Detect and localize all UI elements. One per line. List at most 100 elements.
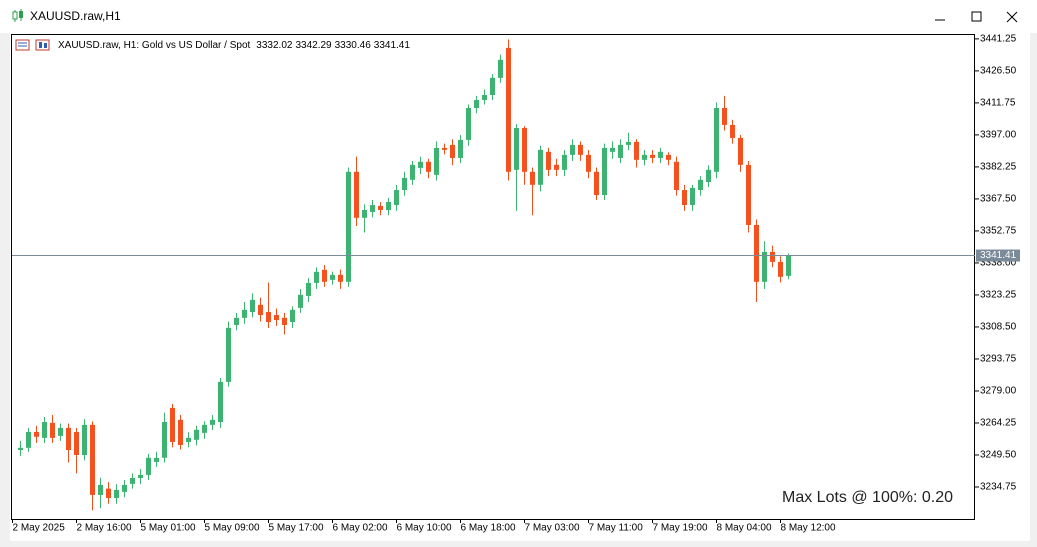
candle-body	[210, 419, 215, 425]
y-tick-label: 3441.25	[980, 34, 1017, 45]
candle-body	[58, 427, 63, 436]
candle-body	[42, 422, 47, 438]
candle-body	[514, 127, 519, 170]
maximize-button[interactable]	[971, 11, 982, 22]
header-open: 3332.02	[256, 40, 293, 51]
candle-body	[618, 144, 623, 158]
symbol-info: XAUUSD.raw, H1: Gold vs US Dollar / Spot	[58, 40, 251, 51]
candle-body	[354, 171, 359, 218]
candle-body	[330, 274, 335, 280]
candle-body	[778, 261, 783, 277]
candle-body	[658, 151, 663, 158]
candle-body	[26, 431, 31, 448]
header-close: 3341.41	[374, 40, 411, 51]
candle-body	[426, 161, 431, 172]
candle-body	[674, 161, 679, 191]
last-price-label: 3341.41	[980, 250, 1017, 261]
symbol-header: XAUUSD.raw, H1: Gold vs US Dollar / Spot…	[58, 40, 410, 51]
candle-body	[666, 154, 671, 160]
candle-body	[82, 424, 87, 455]
candle-body	[530, 171, 535, 185]
x-tick-label: 8 May 04:00	[717, 523, 772, 534]
candle-body	[106, 488, 111, 498]
annotation: Max Lots @ 100%: 0.20	[782, 489, 953, 506]
y-tick-label: 3352.75	[980, 226, 1017, 237]
candle-body	[394, 190, 399, 205]
candle-body	[706, 169, 711, 182]
close-button[interactable]	[1006, 11, 1018, 23]
y-tick-label: 3367.50	[980, 194, 1017, 205]
candle-body	[18, 447, 23, 450]
candle-body	[138, 474, 143, 478]
candle-body	[226, 327, 231, 382]
candle-body	[522, 127, 527, 172]
candle-body	[498, 59, 503, 78]
candle-body	[738, 137, 743, 165]
y-tick-label: 3234.75	[980, 482, 1017, 493]
x-tick-label: 6 May 10:00	[397, 523, 452, 534]
candle-body	[442, 147, 447, 150]
candle-body	[362, 209, 367, 218]
candle-body	[634, 141, 639, 160]
candle-body	[570, 144, 575, 155]
candle-body	[170, 407, 175, 442]
candle-body	[266, 311, 271, 322]
candle-body	[402, 177, 407, 191]
candle-body	[730, 124, 735, 138]
candle-body	[306, 282, 311, 296]
candle-body	[410, 164, 415, 180]
candle-body	[274, 315, 279, 321]
candle-body	[722, 107, 727, 125]
candle-body	[74, 431, 79, 455]
candle-body	[130, 477, 135, 484]
candle-body	[450, 144, 455, 158]
candle-body	[298, 294, 303, 308]
candle-body	[178, 419, 183, 446]
x-tick-label: 5 May 17:00	[269, 523, 324, 534]
candle-body	[370, 204, 375, 212]
y-tick-label: 3323.25	[980, 290, 1017, 301]
candle-body	[146, 457, 151, 475]
candle-body	[490, 77, 495, 95]
candle-body	[338, 274, 343, 282]
candle-body	[698, 179, 703, 191]
candle-body	[562, 154, 567, 170]
candle-body	[98, 484, 103, 495]
candle-body	[554, 164, 559, 170]
candle-body	[314, 271, 319, 283]
candle-body	[122, 484, 127, 492]
candle-body	[202, 424, 207, 433]
candle-body	[586, 154, 591, 172]
candle-body	[154, 457, 159, 462]
x-tick-label: 7 May 03:00	[525, 523, 580, 534]
last-price-box	[976, 249, 1020, 262]
x-tick-label: 2 May 2025	[13, 523, 66, 534]
y-tick-label: 3397.00	[980, 130, 1017, 141]
plot-frame	[11, 34, 975, 520]
x-tick-label: 6 May 18:00	[461, 523, 516, 534]
y-tick-label: 3426.50	[980, 66, 1017, 77]
y-tick-label: 3308.50	[980, 322, 1017, 333]
candle-body	[186, 437, 191, 442]
y-tick-label: 3264.25	[980, 418, 1017, 429]
candle-body	[114, 489, 119, 498]
header-low: 3330.46	[335, 40, 372, 51]
y-tick-label: 3382.25	[980, 162, 1017, 173]
candle-body	[506, 47, 511, 172]
candle-body	[162, 422, 167, 458]
candle-body	[258, 304, 263, 316]
x-tick-label: 5 May 09:00	[205, 523, 260, 534]
candle-body	[714, 107, 719, 172]
window-title: XAUUSD.raw,H1	[30, 9, 121, 23]
candle-body	[690, 187, 695, 205]
candle-body	[194, 429, 199, 440]
y-tick-label: 3279.00	[980, 386, 1017, 397]
candle-body	[602, 147, 607, 196]
candle-body	[642, 154, 647, 160]
candle-body	[290, 309, 295, 322]
candle-body	[434, 147, 439, 175]
y-tick-label: 3411.75	[980, 98, 1016, 109]
chart-icons	[15, 39, 50, 51]
candle-body	[578, 144, 583, 155]
